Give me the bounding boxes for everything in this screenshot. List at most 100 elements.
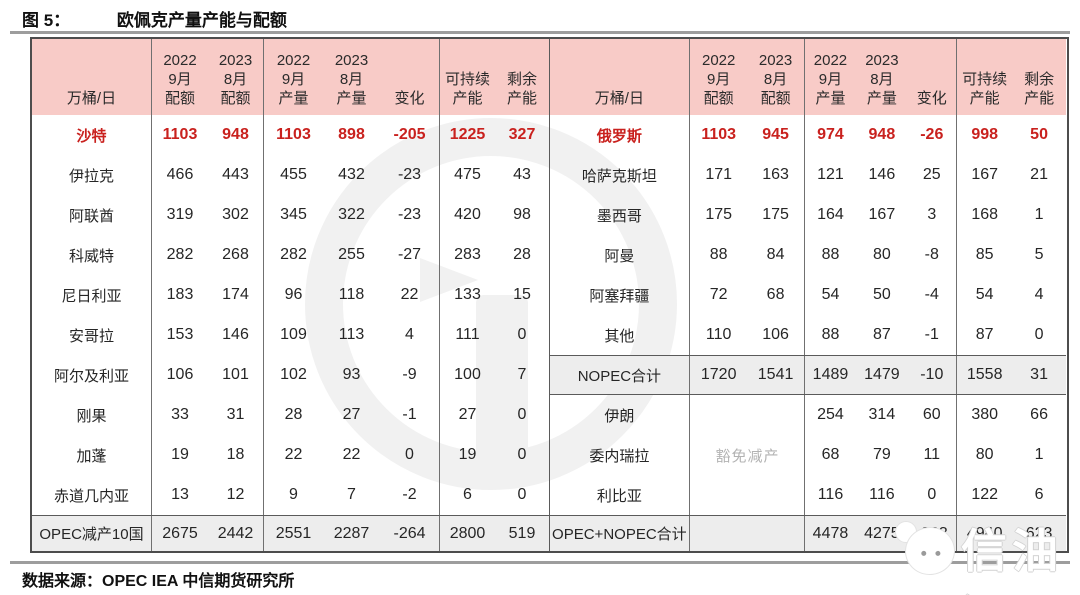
cell-quota-2023 <box>748 435 805 475</box>
table-row: 伊朗 254 314 60 380 66 <box>550 395 1066 435</box>
cell-prod-2023: 7 <box>347 486 356 503</box>
cell-quota-2022: 13 <box>171 486 189 503</box>
cell-sustainable-capacity: 85 <box>975 246 994 263</box>
cell-prod-2023: 146 <box>868 166 896 183</box>
cell-quota-2022 <box>690 516 748 551</box>
cell-prod-2022: 121 <box>817 166 844 183</box>
col-header-sustainable: 可持续 产能 <box>444 71 490 107</box>
cell-quota-2022: 1103 <box>701 126 737 143</box>
cell-prod-2022: 4478 <box>812 524 849 542</box>
cell-sustainable-capacity: 111 <box>455 326 480 343</box>
cell-change: -2 <box>380 475 440 515</box>
cell-quota-2022: 2675 <box>162 524 198 542</box>
row-label: 赤道几内亚 <box>32 475 152 515</box>
cell-prod-2023: 118 <box>338 286 365 303</box>
cell-change: 0 <box>380 435 440 475</box>
cell-spare-capacity: 4 <box>1034 286 1044 303</box>
cell-change: 11 <box>907 435 958 475</box>
cell-quota-2023 <box>748 395 805 435</box>
cell-prod-2023: 93 <box>342 366 361 383</box>
cell-spare-capacity: 31 <box>1030 366 1048 383</box>
cell-spare-capacity: 519 <box>508 524 536 542</box>
cell-quota-2022 <box>690 475 748 515</box>
cell-prod-2023: 116 <box>869 486 895 503</box>
table-row: 安哥拉 153 146 109 113 4 111 0 <box>32 315 549 355</box>
cell-quota-2023: 948 <box>208 115 264 155</box>
cell-quota-2023: 945 <box>748 115 805 155</box>
cell-prod-2023: 113 <box>338 326 365 343</box>
cell-prod-2022: 974 <box>817 126 844 143</box>
table-row: 其他 110 106 88 87 -1 87 0 <box>550 315 1066 355</box>
table-row: 利比亚 116 116 0 122 6 <box>550 475 1066 515</box>
cell-quota-2022: 106 <box>166 366 194 383</box>
cell-prod-2023: 22 <box>342 446 361 463</box>
cell-quota-2022: 72 <box>709 286 728 303</box>
cell-prod-2022: 28 <box>284 406 303 423</box>
opec-production-table: 万桶/日 2022 9月 配额 2023 8月 配额 2022 9月 产量 2023 8月 产量… <box>30 37 1069 553</box>
cell-spare-capacity: 50 <box>1030 126 1048 143</box>
row-label: 尼日利亚 <box>32 275 152 315</box>
table-row: 墨西哥 175 175 164 167 3 168 1 <box>550 195 1066 235</box>
row-label: 阿塞拜疆 <box>550 275 690 315</box>
cell-quota-2022: 319 <box>166 206 194 223</box>
cell-sustainable-capacity: 87 <box>975 326 994 343</box>
cell-change: -264 <box>380 516 440 551</box>
table-header: 万桶/日 2022 9月 配额 2023 8月 配额 2022 9月 产量 2023 8月 产量… <box>32 39 549 115</box>
cell-quota-2022: 171 <box>705 166 733 183</box>
cell-change: 4 <box>380 315 440 355</box>
row-label: 刚果 <box>32 395 152 435</box>
cell-prod-2023: 50 <box>872 286 891 303</box>
cell-spare-capacity: 1 <box>1034 446 1044 463</box>
cell-prod-2023: 322 <box>338 206 365 223</box>
cell-spare-capacity: 0 <box>517 486 527 503</box>
cell-quota-2023: 302 <box>208 195 264 235</box>
col-header-spare: 剩余 产能 <box>1024 71 1055 107</box>
cell-change: -8 <box>907 235 958 275</box>
table-row: 科威特 282 268 282 255 -27 283 28 <box>32 235 549 275</box>
row-label: 哈萨克斯坦 <box>550 155 690 195</box>
cell-spare-capacity: 0 <box>517 406 527 423</box>
table-row: 伊拉克 466 443 455 432 -23 475 43 <box>32 155 549 195</box>
cell-spare-capacity: 0 <box>517 326 527 343</box>
cell-prod-2022: 345 <box>280 206 307 223</box>
table-row: 阿曼 88 84 88 80 -8 85 5 <box>550 235 1066 275</box>
row-label: 利比亚 <box>550 475 690 515</box>
cell-spare-capacity: 0 <box>517 446 527 463</box>
cell-spare-capacity: 0 <box>1034 326 1044 343</box>
cell-prod-2022: 96 <box>284 286 303 303</box>
row-label: 委内瑞拉 <box>550 435 690 475</box>
cell-prod-2022: 1103 <box>276 126 311 143</box>
cell-prod-2022: 9 <box>289 486 298 503</box>
cell-quota-2023: 68 <box>748 275 805 315</box>
cell-quota-2023: 12 <box>208 475 264 515</box>
cell-sustainable-capacity: 19 <box>458 446 477 463</box>
opec-left-table: 万桶/日 2022 9月 配额 2023 8月 配额 2022 9月 产量 2023 8月 产量… <box>32 39 549 551</box>
bubble-eye-dot <box>920 550 927 557</box>
cell-spare-capacity: 98 <box>513 206 531 223</box>
cell-quota-2023: 163 <box>748 155 805 195</box>
cell-sustainable-capacity: 133 <box>454 286 481 303</box>
col-header-sustainable: 可持续 产能 <box>962 71 1008 107</box>
cell-prod-2022: 2551 <box>275 524 312 542</box>
cell-quota-2023: 2442 <box>208 516 264 551</box>
unit-label: 万桶/日 <box>594 90 644 107</box>
data-source: 数据来源：OPEC IEA 中信期货研究所 <box>22 573 295 590</box>
col-header-change: 变化 <box>380 39 440 115</box>
brand-watermark: 信油汇 <box>885 513 1080 595</box>
table-row: 赤道几内亚 13 12 9 7 -2 6 0 <box>32 475 549 515</box>
row-label: 阿尔及利亚 <box>32 355 152 395</box>
cell-change: -27 <box>380 235 440 275</box>
cell-prod-2023: 898 <box>338 126 365 143</box>
cell-change: -23 <box>380 195 440 235</box>
cell-sustainable-capacity: 4940 <box>966 524 1003 542</box>
cell-prod-2022: 88 <box>821 326 840 343</box>
col-header-spare: 剩余 产能 <box>506 71 537 107</box>
cell-change: -1 <box>380 395 440 435</box>
bubble-eye-dot <box>935 550 941 557</box>
cell-sustainable-capacity: 420 <box>454 206 481 223</box>
cell-prod-2022: 455 <box>280 166 307 183</box>
row-label: 沙特 <box>32 115 152 155</box>
cell-change: -9 <box>380 355 440 395</box>
cell-quota-2023 <box>748 475 805 515</box>
